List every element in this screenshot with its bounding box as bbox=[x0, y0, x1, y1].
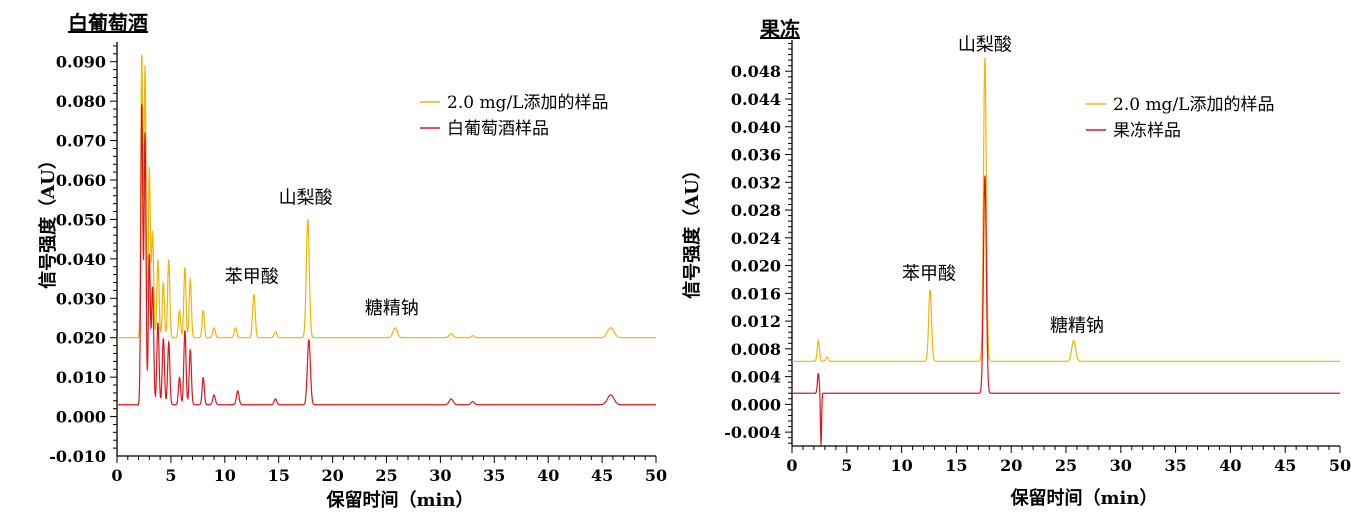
x-tick-label: 40 bbox=[537, 466, 559, 485]
y-tick-label: 0.024 bbox=[731, 229, 781, 248]
y-tick-label: 0.040 bbox=[731, 118, 781, 137]
legend-label: 白葡萄酒样品 bbox=[447, 119, 549, 139]
x-tick-label: 30 bbox=[429, 466, 451, 485]
y-tick-label: 0.004 bbox=[731, 368, 781, 387]
chart-title: 果冻 bbox=[760, 17, 800, 41]
y-tick-label: 0.090 bbox=[56, 53, 106, 72]
legend-label: 2.0 mg/L添加的样品 bbox=[447, 93, 608, 113]
y-tick-label: 0.008 bbox=[731, 340, 781, 359]
y-tick-label: 0.012 bbox=[731, 312, 781, 331]
y-tick-label: 0.048 bbox=[731, 62, 781, 81]
x-tick-label: 30 bbox=[1110, 456, 1132, 475]
x-tick-label: 50 bbox=[645, 466, 667, 485]
x-axis-label: 保留时间（min） bbox=[1010, 487, 1158, 509]
x-tick-label: 40 bbox=[1219, 456, 1241, 475]
y-tick-label: 0.080 bbox=[56, 92, 106, 111]
x-tick-label: 10 bbox=[214, 466, 236, 485]
y-tick-label: 0.020 bbox=[56, 329, 106, 348]
x-tick-label: 0 bbox=[111, 466, 122, 485]
x-tick-label: 5 bbox=[165, 466, 176, 485]
x-tick-label: 20 bbox=[1000, 456, 1022, 475]
chart-white-wine: 白葡萄酒 信号强度（AU） 保留时间（min） 0 5 10 15 20 25 30 35 40… bbox=[37, 11, 667, 511]
x-tick-label: 10 bbox=[890, 456, 912, 475]
y-axis-label: 信号强度（AU） bbox=[681, 161, 703, 299]
peak-annotation: 山梨酸 bbox=[958, 34, 1012, 55]
y-tick-label: 0.020 bbox=[731, 257, 781, 276]
peak-annotation: 山梨酸 bbox=[279, 188, 333, 209]
x-tick-label: 20 bbox=[321, 466, 343, 485]
x-tick-label: 45 bbox=[591, 466, 613, 485]
x-tick-label: 0 bbox=[786, 456, 797, 475]
x-tick-label: 35 bbox=[1164, 456, 1186, 475]
x-tick-label: 45 bbox=[1274, 456, 1296, 475]
x-tick-label: 15 bbox=[945, 456, 967, 475]
y-tick-label: -0.010 bbox=[49, 447, 106, 466]
series-line-0 bbox=[117, 54, 656, 339]
peak-annotation: 苯甲酸 bbox=[225, 267, 279, 288]
y-tick-label: 0.032 bbox=[731, 173, 781, 192]
y-tick-label: 0.040 bbox=[56, 250, 106, 269]
legend-label: 果冻样品 bbox=[1113, 121, 1181, 141]
x-tick-label: 15 bbox=[268, 466, 290, 485]
y-tick-label: -0.004 bbox=[724, 423, 781, 442]
y-tick-label: 0.030 bbox=[56, 289, 106, 308]
y-tick-label: 0.028 bbox=[731, 201, 781, 220]
x-tick-label: 5 bbox=[841, 456, 852, 475]
y-tick-label: 0.000 bbox=[56, 408, 106, 427]
y-tick-label: 0.036 bbox=[731, 146, 781, 165]
chart-jelly: 果冻 信号强度（AU） 保留时间（min） 0 5 10 15 20 25 30 35 40 45… bbox=[681, 17, 1351, 509]
x-tick-label: 50 bbox=[1329, 456, 1351, 475]
x-axis-label: 保留时间（min） bbox=[326, 489, 474, 511]
chart-title: 白葡萄酒 bbox=[68, 11, 148, 35]
x-tick-label: 25 bbox=[375, 466, 397, 485]
series-line-1 bbox=[117, 104, 656, 406]
y-tick-label: 0.050 bbox=[56, 210, 106, 229]
x-tick-label: 35 bbox=[483, 466, 505, 485]
legend-label: 2.0 mg/L添加的样品 bbox=[1113, 95, 1274, 115]
peak-annotation: 苯甲酸 bbox=[902, 263, 956, 284]
y-axis-label: 信号强度（AU） bbox=[37, 151, 59, 289]
y-tick-label: 0.044 bbox=[731, 90, 781, 109]
peak-annotation: 糖精钠 bbox=[365, 298, 419, 319]
y-tick-label: 0.070 bbox=[56, 132, 106, 151]
y-tick-label: 0.010 bbox=[56, 368, 106, 387]
y-tick-label: 0.000 bbox=[731, 395, 781, 414]
y-tick-label: 0.060 bbox=[56, 171, 106, 190]
peak-annotation: 糖精钠 bbox=[1050, 315, 1104, 336]
series-line-0 bbox=[792, 57, 1340, 362]
x-tick-label: 25 bbox=[1055, 456, 1077, 475]
y-tick-label: 0.016 bbox=[731, 284, 781, 303]
series-line-1 bbox=[792, 175, 1340, 446]
